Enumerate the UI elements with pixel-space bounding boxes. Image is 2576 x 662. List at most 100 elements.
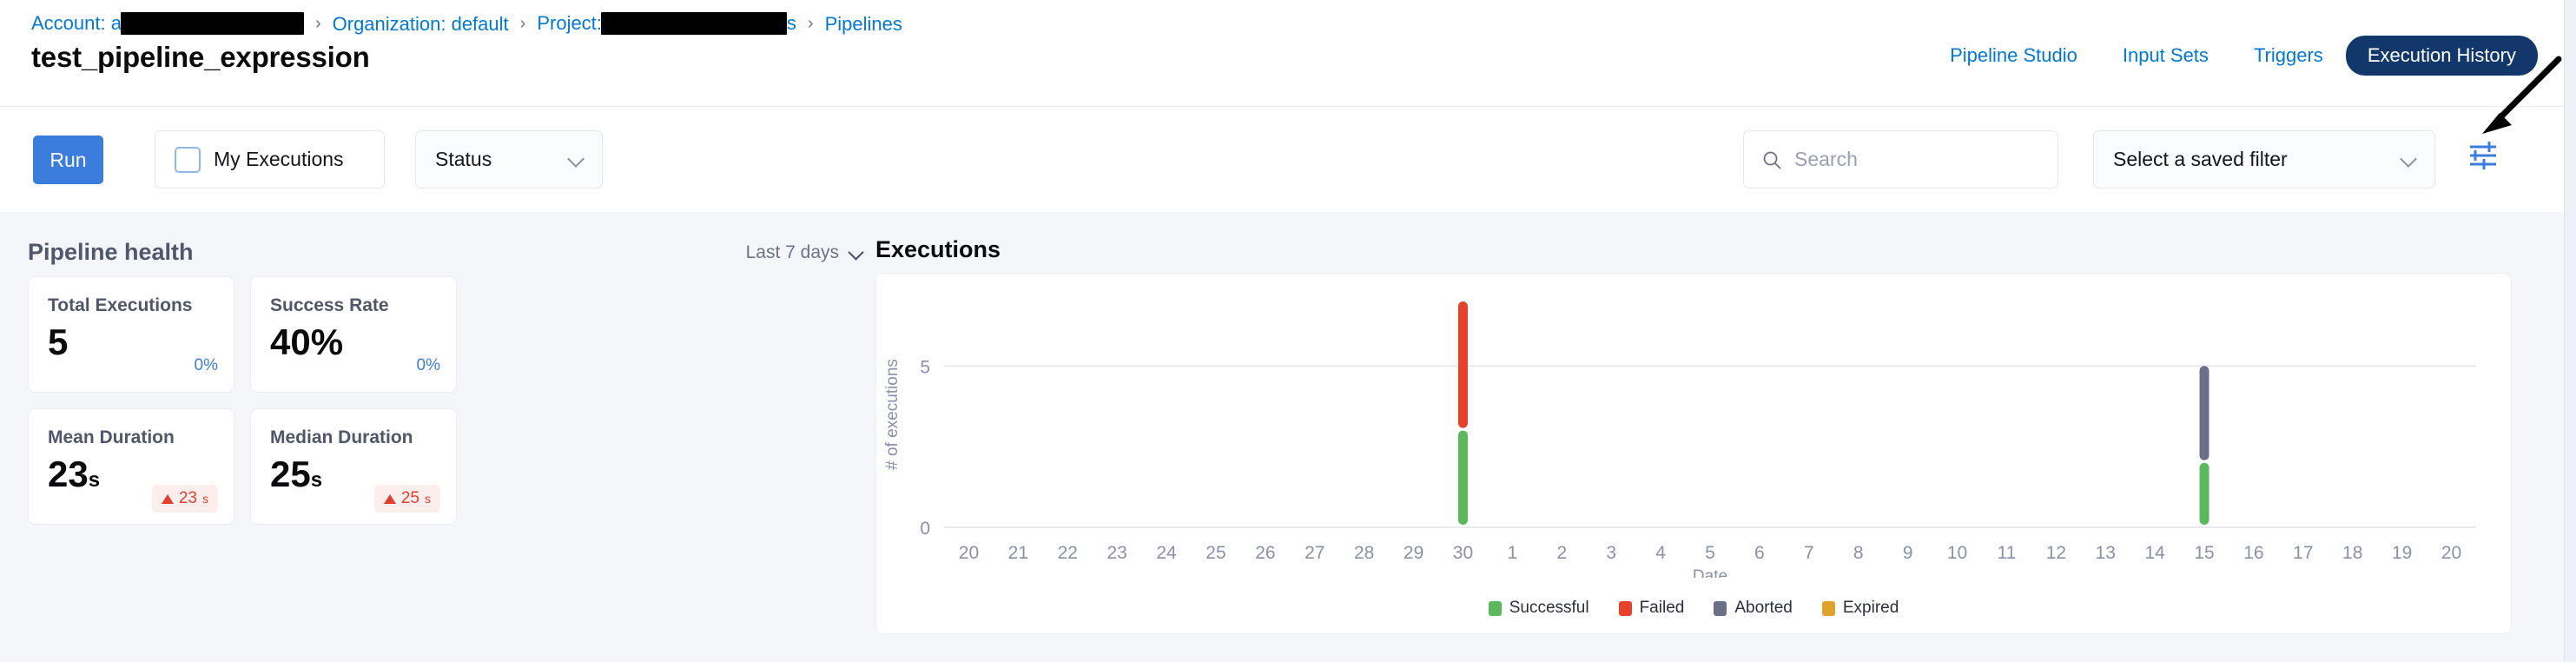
breadcrumb-account-label: Account: a — [31, 12, 122, 34]
legend-label: Failed — [1639, 599, 1685, 617]
filter-settings-button[interactable] — [2467, 139, 2515, 174]
svg-text:4: 4 — [1655, 543, 1666, 563]
saved-filter-label: Select a saved filter — [2113, 148, 2288, 170]
card-value-number: 40% — [270, 321, 344, 362]
my-executions-filter[interactable]: My Executions — [155, 130, 385, 189]
card-value-number: 23 — [48, 453, 89, 494]
tab-pipeline-studio[interactable]: Pipeline Studio — [1950, 44, 2077, 66]
svg-text:29: 29 — [1404, 543, 1423, 563]
legend-item-failed[interactable]: Failed — [1618, 599, 1685, 618]
breadcrumb: Account: a › Organization: default › Pro… — [31, 12, 902, 36]
svg-text:1: 1 — [1508, 543, 1518, 563]
svg-text:16: 16 — [2243, 543, 2263, 563]
breadcrumb-project[interactable]: Project: s — [537, 12, 796, 36]
svg-text:6: 6 — [1754, 543, 1765, 563]
card-delta-unit: s — [202, 492, 208, 506]
breadcrumb-organization[interactable]: Organization: default — [332, 12, 509, 35]
svg-text:19: 19 — [2392, 543, 2412, 563]
card-delta: 0% — [416, 356, 440, 374]
card-delta-badge: 25 s — [373, 485, 440, 513]
search-box[interactable] — [1743, 130, 2058, 189]
page-title: test_pipeline_expression — [31, 41, 370, 73]
card-total-executions[interactable]: Total Executions 5 0% — [28, 276, 234, 393]
triangle-up-icon — [383, 493, 396, 504]
svg-text:20: 20 — [2441, 543, 2461, 563]
card-title: Success Rate — [270, 295, 389, 315]
svg-text:24: 24 — [1156, 543, 1177, 563]
svg-text:5: 5 — [1705, 543, 1715, 563]
legend-swatch-failed — [1618, 600, 1632, 616]
card-delta-badge: 23 s — [151, 485, 218, 513]
filters-toolbar: Run My Executions Status Select a saved … — [0, 106, 2564, 212]
time-range-label: Last 7 days — [745, 242, 839, 262]
saved-filter-dropdown[interactable]: Select a saved filter — [2093, 130, 2435, 189]
svg-text:15: 15 — [2194, 543, 2214, 563]
chevron-down-icon — [569, 153, 583, 167]
status-dropdown-label: Status — [435, 148, 492, 170]
card-value: 40% — [270, 324, 343, 361]
svg-text:10: 10 — [1947, 543, 1967, 563]
right-scroll-gutter[interactable] — [2564, 0, 2576, 662]
legend-item-successful[interactable]: Successful — [1488, 599, 1589, 618]
svg-text:21: 21 — [1008, 543, 1028, 563]
breadcrumb-account[interactable]: Account: a — [31, 12, 304, 36]
svg-text:27: 27 — [1305, 543, 1324, 563]
legend-swatch-successful — [1488, 600, 1502, 616]
svg-text:22: 22 — [1058, 543, 1078, 563]
tab-triggers[interactable]: Triggers — [2253, 44, 2323, 66]
legend-label: Successful — [1509, 599, 1589, 617]
health-cards-grid: Total Executions 5 0% Success Rate 40% 0… — [28, 276, 863, 525]
tab-execution-history[interactable]: Execution History — [2345, 36, 2538, 76]
card-delta-value: 23 — [178, 489, 197, 507]
card-title: Median Duration — [270, 427, 413, 447]
card-value: 5 — [48, 324, 68, 361]
time-range-selector[interactable]: Last 7 days — [746, 242, 862, 263]
svg-text:23: 23 — [1106, 543, 1126, 563]
card-delta-unit: s — [425, 492, 431, 506]
legend-item-aborted[interactable]: Aborted — [1714, 599, 1793, 618]
card-success-rate[interactable]: Success Rate 40% 0% — [250, 276, 457, 393]
svg-text:# of executions: # of executions — [883, 359, 902, 470]
my-executions-checkbox[interactable] — [175, 146, 201, 173]
legend-item-expired[interactable]: Expired — [1821, 599, 1899, 618]
redaction-bar-project — [600, 12, 787, 36]
triangle-up-icon — [161, 493, 174, 504]
header-nav: Pipeline Studio Input Sets Triggers Exec… — [1927, 36, 2538, 76]
svg-text:18: 18 — [2342, 543, 2362, 563]
chevron-down-icon — [2401, 153, 2415, 167]
tab-input-sets[interactable]: Input Sets — [2122, 44, 2209, 66]
chevron-down-icon — [849, 247, 862, 259]
svg-text:0: 0 — [920, 519, 930, 539]
pipeline-health-header: Pipeline health Last 7 days — [28, 239, 862, 266]
card-mean-duration[interactable]: Mean Duration 23s 23 s — [28, 408, 234, 525]
legend-swatch-aborted — [1714, 600, 1727, 616]
pipeline-health-title: Pipeline health — [28, 239, 194, 265]
search-input[interactable] — [1794, 148, 2038, 171]
card-delta: 0% — [194, 356, 218, 374]
executions-title: Executions — [875, 236, 1001, 262]
card-value: 25s — [270, 456, 322, 493]
svg-text:2: 2 — [1556, 543, 1567, 563]
svg-text:5: 5 — [920, 357, 930, 377]
svg-text:13: 13 — [2096, 543, 2116, 563]
breadcrumb-separator-3: › — [807, 14, 814, 34]
breadcrumb-pipelines[interactable]: Pipelines — [824, 12, 902, 35]
status-dropdown[interactable]: Status — [415, 130, 603, 189]
page-header: Account: a › Organization: default › Pro… — [0, 0, 2564, 106]
svg-text:17: 17 — [2293, 543, 2313, 563]
card-value-unit: s — [88, 468, 101, 492]
breadcrumb-project-label: Project: — [537, 12, 602, 34]
svg-text:20: 20 — [959, 543, 979, 563]
search-icon — [1763, 151, 1781, 169]
svg-text:28: 28 — [1354, 543, 1374, 563]
svg-text:30: 30 — [1453, 543, 1473, 563]
card-value-number: 25 — [270, 453, 311, 494]
card-delta-value: 25 — [400, 489, 419, 507]
legend-swatch-expired — [1821, 600, 1835, 616]
card-median-duration[interactable]: Median Duration 25s 25 s — [250, 408, 457, 525]
svg-text:8: 8 — [1853, 543, 1864, 563]
run-button[interactable]: Run — [33, 136, 103, 184]
executions-chart-panel: 0 5 # of executions 20 21 22 23 24 25 26 27 28 29 30 1… — [875, 273, 2512, 634]
